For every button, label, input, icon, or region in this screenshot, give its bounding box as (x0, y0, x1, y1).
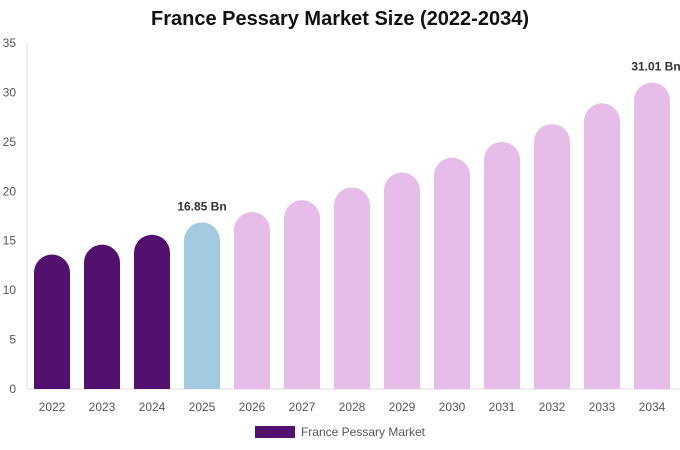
x-tick-label: 2029 (389, 400, 416, 414)
x-tick-label: 2028 (339, 400, 366, 414)
x-tick-label: 2032 (539, 400, 566, 414)
bar-2029 (384, 172, 420, 389)
data-label-2034: 31.01 Bn (631, 59, 680, 73)
y-tick-label: 5 (9, 333, 16, 347)
bar-2031 (484, 141, 520, 389)
y-tick-label: 25 (3, 135, 17, 149)
x-tick-label: 2027 (289, 400, 316, 414)
bar-2025 (184, 222, 220, 389)
legend: France Pessary Market (0, 425, 680, 439)
legend-label: France Pessary Market (300, 425, 426, 439)
x-tick-label: 2026 (239, 400, 266, 414)
bar-2028 (334, 187, 370, 389)
x-tick-label: 2030 (439, 400, 466, 414)
bar-2022 (34, 254, 70, 389)
y-tick-label: 15 (3, 234, 17, 248)
x-tick-label: 2031 (489, 400, 516, 414)
y-tick-label: 10 (3, 283, 17, 297)
bar-2032 (534, 124, 570, 389)
y-tick-label: 20 (3, 184, 17, 198)
x-tick-label: 2023 (89, 400, 116, 414)
x-tick-label: 2034 (639, 400, 666, 414)
chart-title: France Pessary Market Size (2022-2034) (150, 8, 529, 30)
y-tick-label: 0 (9, 382, 16, 396)
bar-2024 (134, 234, 170, 389)
x-tick-label: 2022 (39, 400, 66, 414)
y-tick-label: 35 (3, 36, 17, 50)
y-tick-label: 30 (3, 85, 17, 99)
bar-2033 (584, 103, 620, 389)
bar-2030 (434, 157, 470, 389)
bar-2027 (284, 200, 320, 389)
legend-swatch (254, 426, 295, 438)
bar-2034 (634, 82, 670, 389)
data-label-2025: 16.85 Bn (177, 199, 226, 213)
x-tick-label: 2033 (589, 400, 616, 414)
bar-2026 (234, 212, 270, 389)
x-tick-label: 2024 (139, 400, 166, 414)
x-tick-label: 2025 (189, 400, 216, 414)
bar-2023 (84, 244, 120, 389)
